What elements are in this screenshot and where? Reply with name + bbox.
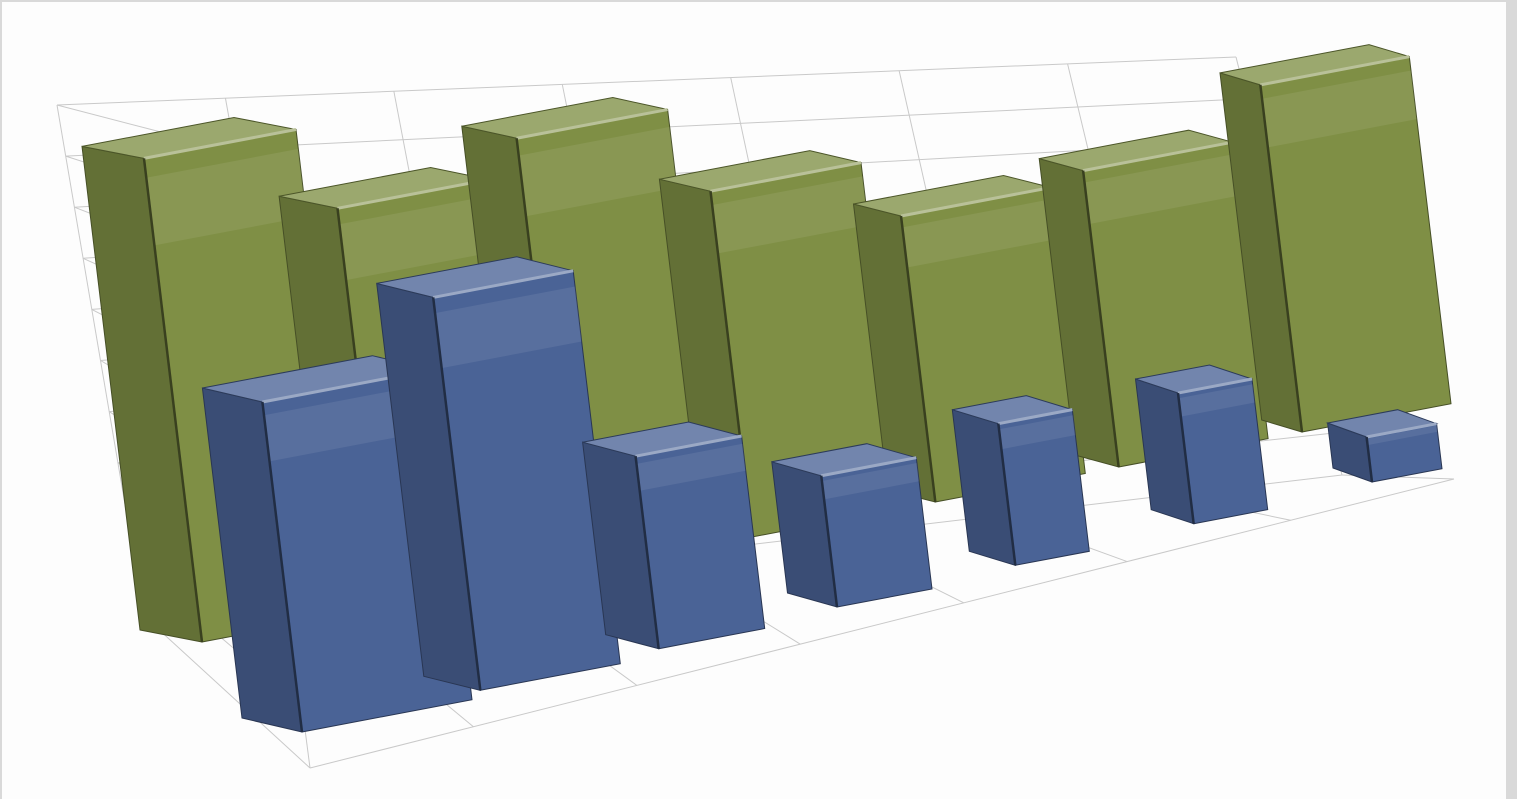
- front-bar-2: [376, 256, 621, 691]
- front-bar-3: [582, 421, 766, 650]
- floor-front-edge: [309, 478, 1455, 769]
- front-bar-3-top: [582, 421, 742, 457]
- back-bar-4-top: [659, 150, 862, 192]
- back-bar-1-top: [81, 116, 297, 159]
- front-bar-6: [1134, 364, 1269, 525]
- gridline-back-10: [56, 56, 1237, 106]
- back-bar-3-top: [461, 96, 668, 139]
- gridline-side-0: [143, 615, 311, 769]
- front-bar-2-top: [376, 256, 574, 298]
- front-row-bars: [201, 256, 1443, 733]
- front-bar-4: [771, 443, 933, 608]
- front-bar-4-top: [771, 443, 917, 477]
- front-bar-6-top: [1135, 364, 1253, 394]
- front-bar-7: [1325, 409, 1443, 483]
- back-bar-7: [1219, 44, 1452, 433]
- front-bar-5: [951, 395, 1090, 567]
- window-edge: [1506, 0, 1517, 799]
